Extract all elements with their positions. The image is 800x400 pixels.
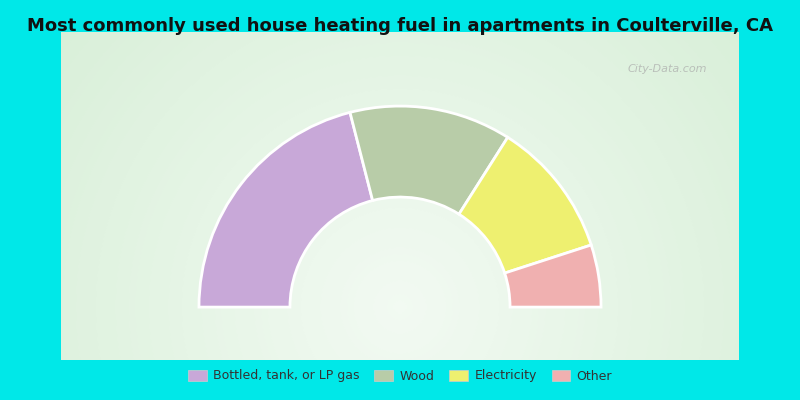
Circle shape	[301, 208, 499, 400]
Circle shape	[394, 300, 406, 314]
Circle shape	[294, 201, 506, 400]
Circle shape	[129, 36, 671, 400]
Circle shape	[354, 261, 446, 353]
Circle shape	[321, 228, 479, 386]
Wedge shape	[350, 106, 508, 214]
Circle shape	[116, 23, 684, 400]
Circle shape	[215, 122, 585, 400]
Circle shape	[334, 241, 466, 373]
Circle shape	[70, 0, 730, 400]
Circle shape	[76, 0, 724, 400]
Circle shape	[10, 0, 790, 400]
Circle shape	[327, 234, 473, 380]
Circle shape	[254, 162, 546, 400]
Circle shape	[56, 0, 744, 400]
Circle shape	[195, 102, 605, 400]
Circle shape	[367, 274, 433, 340]
Text: City-Data.com: City-Data.com	[627, 64, 707, 74]
Circle shape	[142, 49, 658, 400]
Circle shape	[274, 182, 526, 400]
Circle shape	[307, 214, 493, 400]
Circle shape	[23, 0, 777, 400]
Circle shape	[109, 16, 691, 400]
Circle shape	[36, 0, 764, 400]
Circle shape	[175, 82, 625, 400]
Circle shape	[96, 3, 704, 400]
Circle shape	[228, 135, 572, 400]
Legend: Bottled, tank, or LP gas, Wood, Electricity, Other: Bottled, tank, or LP gas, Wood, Electric…	[183, 364, 617, 388]
Circle shape	[43, 0, 757, 400]
Circle shape	[242, 148, 558, 400]
Circle shape	[82, 0, 718, 400]
Wedge shape	[505, 245, 601, 307]
Circle shape	[202, 109, 598, 400]
Circle shape	[30, 0, 770, 400]
Circle shape	[261, 168, 539, 400]
Circle shape	[222, 128, 578, 400]
Circle shape	[89, 0, 711, 400]
Circle shape	[162, 69, 638, 400]
Circle shape	[341, 248, 459, 367]
Circle shape	[169, 76, 631, 400]
Circle shape	[17, 0, 783, 400]
Circle shape	[248, 155, 552, 400]
Circle shape	[135, 42, 665, 400]
Circle shape	[380, 287, 420, 327]
Circle shape	[155, 62, 645, 400]
Circle shape	[281, 188, 519, 400]
Circle shape	[50, 0, 750, 400]
Text: Most commonly used house heating fuel in apartments in Coulterville, CA: Most commonly used house heating fuel in…	[27, 17, 773, 35]
Circle shape	[3, 0, 797, 400]
Circle shape	[208, 115, 592, 400]
Circle shape	[287, 195, 513, 400]
Circle shape	[374, 281, 426, 334]
Circle shape	[102, 10, 698, 400]
Circle shape	[268, 175, 532, 400]
Wedge shape	[459, 137, 591, 273]
Circle shape	[188, 96, 612, 400]
Circle shape	[234, 142, 566, 400]
Circle shape	[122, 29, 678, 400]
Circle shape	[62, 0, 738, 400]
Circle shape	[314, 221, 486, 393]
Circle shape	[182, 89, 618, 400]
Circle shape	[149, 56, 651, 400]
Wedge shape	[199, 112, 373, 307]
Circle shape	[360, 268, 440, 347]
Circle shape	[386, 294, 414, 320]
Circle shape	[347, 254, 453, 360]
